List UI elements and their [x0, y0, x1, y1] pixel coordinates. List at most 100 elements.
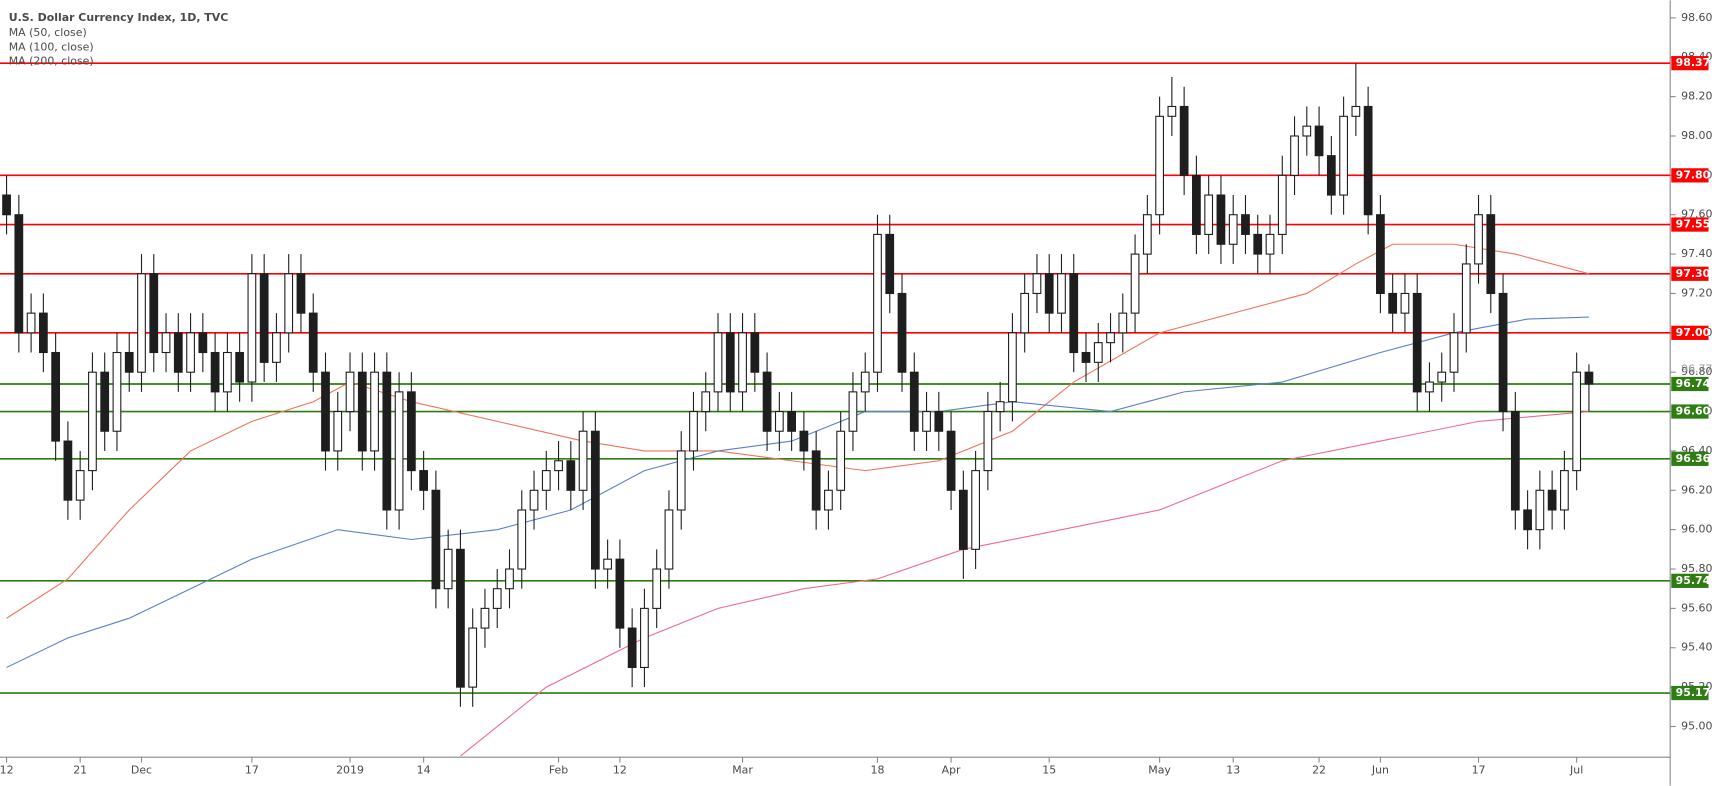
level-label: 96.36: [1676, 452, 1711, 465]
candle-body: [431, 489, 441, 590]
candle-body: [578, 430, 588, 491]
candle-body: [640, 607, 649, 668]
x-tick-label: Dec: [131, 763, 152, 776]
candle-body: [885, 233, 895, 295]
candle-body: [1584, 371, 1594, 385]
candle-body: [259, 273, 269, 363]
level-label: 97.30: [1676, 267, 1711, 280]
ma-line: [6, 316, 1589, 668]
candle-body: [1253, 233, 1263, 255]
candle-body: [750, 332, 760, 373]
candle-body: [1363, 105, 1373, 216]
candle-body: [26, 312, 36, 334]
candle-body: [1106, 332, 1115, 344]
candle-body: [235, 351, 245, 383]
candle-body: [1474, 214, 1483, 265]
candle-body: [1425, 381, 1434, 393]
level-label-box: [1671, 168, 1709, 183]
candle-body: [480, 607, 490, 629]
candle-body: [88, 371, 97, 472]
candle-body: [1486, 214, 1496, 295]
candle-body: [124, 351, 134, 373]
candle-body: [112, 351, 122, 432]
candle-body: [456, 548, 465, 688]
candle-body: [934, 411, 944, 432]
candle-body: [1142, 214, 1152, 255]
candle-body: [725, 332, 735, 393]
candle-body: [419, 470, 429, 491]
candle-body: [1498, 292, 1508, 413]
candle-body: [1032, 273, 1042, 295]
y-tick-label: 98.00: [1681, 129, 1712, 142]
level-label-box: [1671, 217, 1709, 232]
candle-body: [627, 627, 637, 668]
candle-body: [63, 440, 73, 501]
candle-body: [308, 312, 318, 373]
candle-body: [676, 450, 686, 511]
candle-body: [296, 273, 306, 314]
candle-body: [186, 332, 195, 373]
candle-body: [51, 351, 61, 442]
candle-body: [713, 332, 723, 393]
level-label-box: [1671, 573, 1709, 588]
x-tick-label: 22: [1312, 763, 1326, 776]
level-label: 97.55: [1676, 218, 1711, 231]
candle-body: [701, 391, 711, 413]
candle-body: [554, 460, 563, 472]
candle-body: [161, 332, 171, 354]
x-tick-label: Apr: [942, 763, 961, 776]
candle-body: [333, 411, 343, 452]
candle-body: [38, 312, 48, 354]
level-label: 97.80: [1676, 168, 1711, 181]
level-label-box: [1671, 685, 1709, 701]
x-tick-label: 17: [1472, 763, 1486, 776]
candle-body: [738, 332, 747, 393]
candle-body: [1044, 273, 1054, 314]
candle-body: [222, 351, 232, 393]
candle-body: [492, 588, 502, 609]
candle-body: [566, 460, 576, 491]
level-label: 98.37: [1676, 56, 1711, 69]
y-tick-label: 95.60: [1681, 601, 1712, 614]
candle-body: [664, 509, 674, 570]
candle-body: [1339, 115, 1348, 196]
y-tick-label: 95.80: [1681, 562, 1712, 575]
candle-body: [958, 489, 968, 550]
x-tick-label: 12: [0, 763, 14, 776]
candle-body: [1192, 174, 1201, 235]
candle-body: [247, 273, 257, 383]
candle-body: [357, 371, 367, 452]
candle-body: [836, 430, 846, 491]
candle-body: [1302, 125, 1312, 137]
candle-body: [652, 568, 662, 609]
level-label-box: [1671, 376, 1709, 392]
candle-body: [971, 470, 980, 550]
legend-entry: MA (50, close): [9, 26, 87, 39]
candle-body: [1081, 351, 1091, 363]
candle-body: [1449, 332, 1459, 373]
candle-body: [689, 411, 698, 452]
candle-body: [345, 371, 355, 413]
candle-body: [1547, 489, 1557, 511]
x-tick-label: Jun: [1371, 763, 1389, 776]
candle-body: [210, 351, 220, 393]
candle-body: [1510, 411, 1520, 511]
candle-body: [1314, 125, 1324, 157]
candle-body: [1204, 194, 1214, 235]
candle-body: [1093, 342, 1103, 363]
candle-body: [799, 430, 809, 452]
level-label: 95.74: [1676, 574, 1711, 587]
candle-body: [406, 391, 416, 472]
candle-body: [1241, 214, 1250, 235]
candle-body: [1376, 214, 1385, 295]
level-label: 96.74: [1676, 377, 1711, 390]
x-tick-label: 18: [871, 763, 885, 776]
x-tick-label: 13: [1226, 763, 1240, 776]
candle-body: [1351, 105, 1361, 117]
candle-body: [1388, 292, 1398, 314]
y-tick-label: 96.20: [1681, 483, 1712, 496]
candle-body: [14, 214, 24, 334]
candle-body: [1265, 233, 1275, 255]
candle-body: [149, 273, 159, 354]
candle-body: [1057, 273, 1066, 314]
